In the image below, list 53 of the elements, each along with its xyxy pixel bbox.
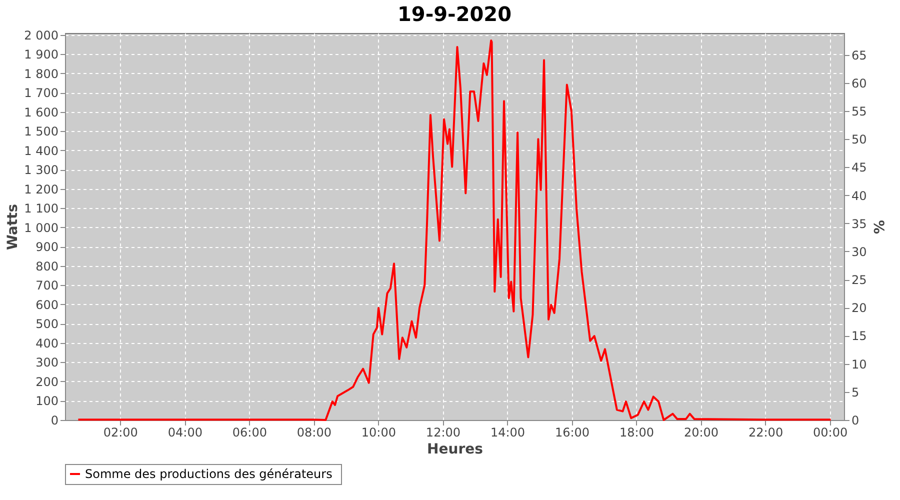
line-series	[77, 40, 832, 421]
y2-tick-label: 50	[852, 132, 867, 147]
y-tick-label: 1 700	[24, 86, 58, 100]
x-tick-label: 10:00	[361, 426, 396, 440]
y-axis-title: Watts	[5, 204, 22, 250]
y2-tick-label: 60	[852, 76, 867, 90]
y-tick-label: 2 000	[24, 28, 58, 42]
y-tick-label: 600	[36, 298, 58, 312]
y-tick-label: 800	[36, 259, 58, 274]
y-tick-label: 1 600	[24, 105, 58, 120]
x-tick-label: 20:00	[684, 426, 719, 440]
y2-tick-label: 25	[852, 273, 867, 288]
y2-tick-label: 5	[852, 385, 860, 400]
y-tick-label: 1 800	[24, 66, 58, 81]
y-tick-label: 0	[50, 414, 58, 428]
y-tick-label: 700	[36, 278, 58, 293]
x-tick-label: 02:00	[103, 426, 138, 440]
x-tick-label: 18:00	[619, 426, 654, 440]
y-tick-label: 1 000	[24, 220, 58, 235]
y2-tick-label: 10	[852, 357, 867, 372]
y-tick-label: 200	[36, 374, 58, 389]
y2-axis-title: %	[870, 220, 886, 234]
x-tick-label: 00:00	[813, 426, 848, 440]
y2-tick-label: 55	[852, 104, 867, 119]
x-tick-label: 06:00	[232, 426, 267, 440]
y2-tick-label: 20	[852, 301, 867, 316]
x-tick-label: 14:00	[490, 426, 526, 440]
chart-title: 19-9-2020	[397, 2, 512, 26]
x-tick-label: 12:00	[426, 426, 461, 440]
x-axis-title: Heures	[427, 442, 483, 458]
y-tick-label: 1 100	[24, 202, 58, 216]
y-tick-label: 400	[36, 336, 58, 350]
y-tick-label: 1 200	[24, 182, 58, 196]
legend-label: Somme des productions des générateurs	[85, 467, 332, 481]
y-tick-label: 1 900	[24, 48, 58, 62]
y-tick-label: 900	[36, 240, 58, 254]
y-tick-label: 1 500	[24, 124, 58, 139]
x-tick-label: 22:00	[748, 426, 784, 440]
x-tick-label: 04:00	[168, 426, 202, 440]
y-tick-label: 1 400	[24, 144, 58, 158]
y2-tick-label: 0	[852, 414, 860, 428]
y-tick-label: 500	[36, 317, 58, 332]
y-tick-label: 100	[36, 394, 58, 408]
y2-tick-label: 65	[852, 48, 867, 62]
y2-tick-label: 40	[852, 188, 867, 203]
y-tick-label: 300	[36, 356, 58, 370]
x-tick-label: 08:00	[296, 426, 332, 440]
x-tick-label: 16:00	[554, 426, 590, 440]
y2-tick-label: 15	[852, 329, 867, 344]
y2-tick-label: 30	[852, 244, 867, 259]
y2-tick-label: 45	[852, 160, 867, 175]
y2-tick-label: 35	[852, 216, 867, 231]
y-tick-label: 1 300	[24, 163, 58, 178]
